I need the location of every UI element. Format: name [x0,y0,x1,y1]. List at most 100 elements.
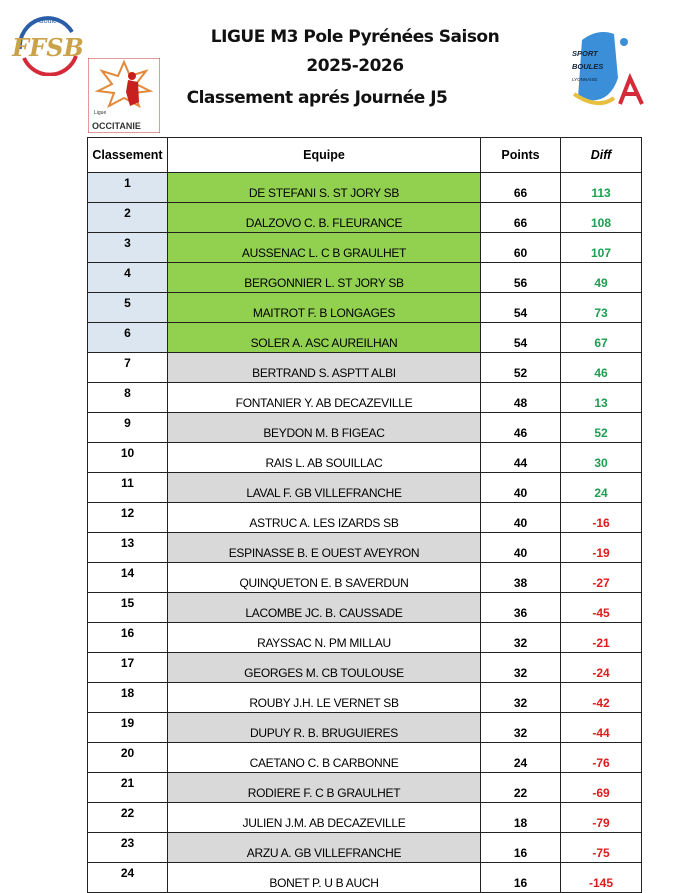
title-standings: Classement aprés Journée J5 [186,88,448,108]
team-cell: SOLER A. ASC AUREILHAN [167,322,481,353]
diff-cell: 107 [560,232,642,263]
diff-cell: -27 [560,562,642,593]
points-cell: 60 [480,232,561,263]
points-cell: 16 [480,862,561,893]
table-row: 21 RODIERE F. C B GRAULHET 22 -69 [87,772,642,803]
points-cell: 54 [480,292,561,323]
occitanie-logo: Ligue OCCITANIE [88,58,160,133]
table-row: 23 ARZU A. GB VILLEFRANCHE 16 -75 [87,832,642,863]
points-cell: 54 [480,322,561,353]
diff-cell: -79 [560,802,642,833]
table-row: 16 RAYSSAC N. PM MILLAU 32 -21 [87,622,642,653]
rank-cell: 5 [87,292,168,323]
diff-cell: -75 [560,832,642,863]
team-cell: BERGONNIER L. ST JORY SB [167,262,481,293]
team-cell: RAYSSAC N. PM MILLAU [167,622,481,653]
table-row: 15 LACOMBE JC. B. CAUSSADE 36 -45 [87,592,642,623]
table-row: 9 BEYDON M. B FIGEAC 46 52 [87,412,642,443]
team-cell: DALZOVO C. B. FLEURANCE [167,202,481,233]
diff-cell: -21 [560,622,642,653]
diff-cell: -45 [560,592,642,623]
rank-cell: 10 [87,442,168,473]
points-cell: 32 [480,652,561,683]
table-row: 18 ROUBY J.H. LE VERNET SB 32 -42 [87,682,642,713]
points-cell: 66 [480,172,561,203]
team-cell: FONTANIER Y. AB DECAZEVILLE [167,382,481,413]
points-cell: 22 [480,772,561,803]
diff-cell: 49 [560,262,642,293]
diff-cell: 52 [560,412,642,443]
rank-cell: 8 [87,382,168,413]
points-cell: 24 [480,742,561,773]
svg-text:LYONNAISE: LYONNAISE [572,77,597,82]
team-cell: ESPINASSE B. E OUEST AVEYRON [167,532,481,563]
diff-cell: 46 [560,352,642,383]
table-row: 13 ESPINASSE B. E OUEST AVEYRON 40 -19 [87,532,642,563]
team-cell: DE STEFANI S. ST JORY SB [167,172,481,203]
diff-cell: 108 [560,202,642,233]
rank-cell: 21 [87,772,168,803]
table-row: 6 SOLER A. ASC AUREILHAN 54 67 [87,322,642,353]
rank-cell: 20 [87,742,168,773]
diff-cell: -69 [560,772,642,803]
team-cell: LAVAL F. GB VILLEFRANCHE [167,472,481,503]
points-cell: 16 [480,832,561,863]
diff-cell: 24 [560,472,642,503]
table-row: 17 GEORGES M. CB TOULOUSE 32 -24 [87,652,642,683]
table-row: 8 FONTANIER Y. AB DECAZEVILLE 48 13 [87,382,642,413]
table-row: 10 RAIS L. AB SOUILLAC 44 30 [87,442,642,473]
team-cell: GEORGES M. CB TOULOUSE [167,652,481,683]
svg-text:Boule: Boule [39,18,57,25]
table-row: 4 BERGONNIER L. ST JORY SB 56 49 [87,262,642,293]
rank-cell: 17 [87,652,168,683]
points-cell: 38 [480,562,561,593]
sport-boules-logo: SPORT BOULES LYONNAISE [572,32,644,106]
team-cell: BEYDON M. B FIGEAC [167,412,481,443]
points-cell: 44 [480,442,561,473]
points-cell: 32 [480,682,561,713]
points-cell: 52 [480,352,561,383]
diff-cell: -19 [560,532,642,563]
team-cell: BERTRAND S. ASPTT ALBI [167,352,481,383]
svg-text:OCCITANIE: OCCITANIE [92,121,141,131]
rank-cell: 13 [87,532,168,563]
points-cell: 32 [480,622,561,653]
table-row: 3 AUSSENAC L. C B GRAULHET 60 107 [87,232,642,263]
diff-cell: -42 [560,682,642,713]
table-row: 14 QUINQUETON E. B SAVERDUN 38 -27 [87,562,642,593]
rank-cell: 1 [87,172,168,203]
table-row: 11 LAVAL F. GB VILLEFRANCHE 40 24 [87,472,642,503]
team-cell: AUSSENAC L. C B GRAULHET [167,232,481,263]
diff-cell: -16 [560,502,642,533]
diff-cell: 67 [560,322,642,353]
rank-cell: 3 [87,232,168,263]
rank-cell: 19 [87,712,168,743]
points-cell: 36 [480,592,561,623]
title-line-1: LIGUE M3 Pole Pyrénées Saison [210,27,500,47]
team-cell: RAIS L. AB SOUILLAC [167,442,481,473]
team-cell: RODIERE F. C B GRAULHET [167,772,481,803]
svg-text:BOULES: BOULES [572,62,603,71]
points-cell: 32 [480,712,561,743]
table-row: 12 ASTRUC A. LES IZARDS SB 40 -16 [87,502,642,533]
rank-cell: 24 [87,862,168,893]
table-row: 7 BERTRAND S. ASPTT ALBI 52 46 [87,352,642,383]
diff-cell: -44 [560,712,642,743]
column-header-rank: Classement [87,137,168,173]
team-cell: QUINQUETON E. B SAVERDUN [167,562,481,593]
rank-cell: 22 [87,802,168,833]
points-cell: 66 [480,202,561,233]
title-season: 2025-2026 [306,56,404,76]
rank-cell: 16 [87,622,168,653]
points-cell: 40 [480,502,561,533]
rank-cell: 12 [87,502,168,533]
table-row: 20 CAETANO C. B CARBONNE 24 -76 [87,742,642,773]
team-cell: JULIEN J.M. AB DECAZEVILLE [167,802,481,833]
diff-cell: -145 [560,862,642,893]
diff-cell: 13 [560,382,642,413]
points-cell: 46 [480,412,561,443]
team-cell: ASTRUC A. LES IZARDS SB [167,502,481,533]
points-cell: 40 [480,472,561,503]
table-row: 2 DALZOVO C. B. FLEURANCE 66 108 [87,202,642,233]
rank-cell: 14 [87,562,168,593]
